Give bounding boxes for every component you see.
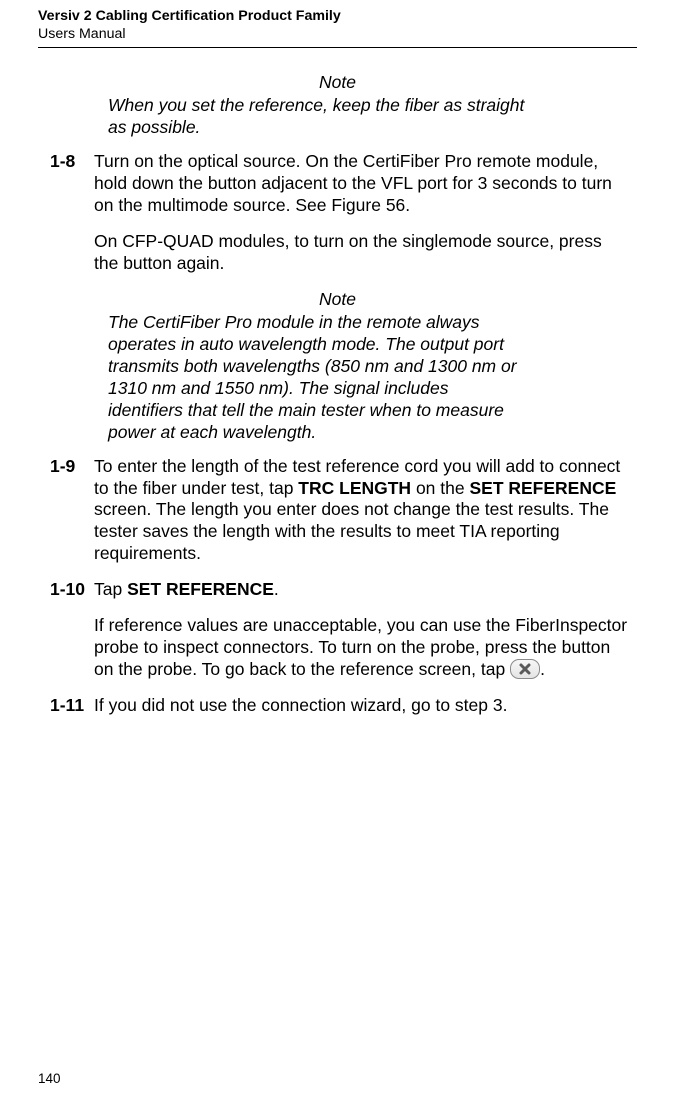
step-1-11-text: If you did not use the connection wizard… xyxy=(94,695,629,717)
note1-body: When you set the reference, keep the fib… xyxy=(108,95,537,139)
step-1-9-text: To enter the length of the test referenc… xyxy=(94,456,629,565)
step-body: If you did not use the connection wizard… xyxy=(94,695,637,717)
header-rule xyxy=(38,47,637,48)
text-segment: on the xyxy=(411,478,469,498)
text-segment: screen. The length you enter does not ch… xyxy=(94,499,609,563)
close-icon xyxy=(510,659,540,679)
step-body: To enter the length of the test referenc… xyxy=(94,456,637,565)
set-reference-label: SET REFERENCE xyxy=(127,579,274,599)
text-segment: . xyxy=(274,579,279,599)
step-1-8: 1-8 Turn on the optical source. On the C… xyxy=(50,151,637,274)
set-reference-label: SET REFERENCE xyxy=(469,478,616,498)
page-number: 140 xyxy=(38,1071,61,1088)
text-segment: . xyxy=(540,659,545,679)
step-1-10-p1: Tap SET REFERENCE. xyxy=(94,579,629,601)
note1-title: Note xyxy=(38,72,637,94)
header-title: Versiv 2 Cabling Certification Product F… xyxy=(38,8,637,26)
step-1-9: 1-9 To enter the length of the test refe… xyxy=(50,456,637,565)
step-1-10: 1-10 Tap SET REFERENCE. If reference val… xyxy=(50,579,637,681)
step-number: 1-10 xyxy=(50,579,94,681)
step-1-11: 1-11 If you did not use the connection w… xyxy=(50,695,637,717)
header-subtitle: Users Manual xyxy=(38,26,637,44)
step-1-8-p2: On CFP-QUAD modules, to turn on the sing… xyxy=(94,231,629,275)
text-segment: Tap xyxy=(94,579,127,599)
page-container: Versiv 2 Cabling Certification Product F… xyxy=(0,0,675,1106)
step-body: Tap SET REFERENCE. If reference values a… xyxy=(94,579,637,681)
step-number: 1-8 xyxy=(50,151,94,274)
note2-body: The CertiFiber Pro module in the remote … xyxy=(108,312,527,443)
step-body: Turn on the optical source. On the Certi… xyxy=(94,151,637,274)
step-1-8-p1: Turn on the optical source. On the Certi… xyxy=(94,151,629,217)
step-number: 1-9 xyxy=(50,456,94,565)
trc-length-label: TRC LENGTH xyxy=(298,478,411,498)
step-number: 1-11 xyxy=(50,695,94,717)
note2-title: Note xyxy=(38,289,637,311)
step-1-10-p2: If reference values are unacceptable, yo… xyxy=(94,615,629,681)
text-segment: If reference values are unacceptable, yo… xyxy=(94,615,627,679)
